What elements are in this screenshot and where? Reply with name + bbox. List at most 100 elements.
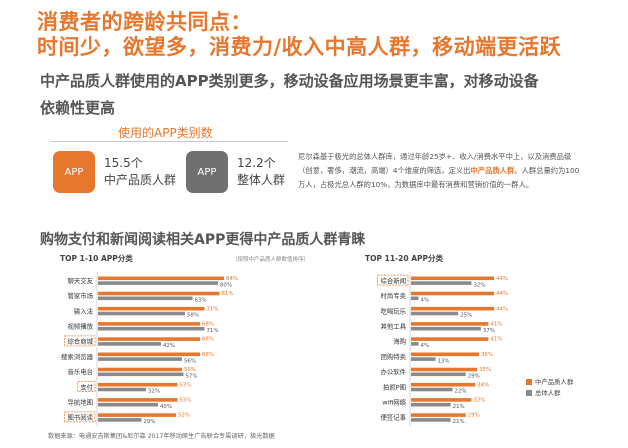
bar-mid xyxy=(98,276,224,281)
category-label: 输入法 xyxy=(74,306,94,315)
chart-title: TOP 1-10 APP分类 xyxy=(60,253,133,263)
bar-all xyxy=(98,281,218,285)
bar-all xyxy=(411,326,481,331)
value-label-mid: 52% xyxy=(178,413,190,419)
value-label-all: 42% xyxy=(163,343,175,349)
value-label-mid: 71% xyxy=(207,306,219,312)
section-title: 购物支付和新闻阅读相关APP更得中产品质人群青睐 xyxy=(40,232,366,248)
category-label: 图书阅读 xyxy=(67,413,93,422)
value-label-all: 32% xyxy=(473,282,485,288)
category-label: 搜索浏览器 xyxy=(61,352,94,361)
value-label-mid: 34% xyxy=(477,382,489,388)
value-label-all: 71% xyxy=(207,328,219,334)
bar-all xyxy=(411,296,419,301)
app-count-mid-value: 15.5个 xyxy=(104,156,143,170)
bar-all xyxy=(98,387,146,392)
category-label: 海购 xyxy=(393,337,406,346)
value-label-all: 32% xyxy=(148,389,160,395)
app-count-mid: 15.5个 中产品质人群 xyxy=(104,155,176,189)
bar-mid xyxy=(98,337,200,341)
app-count-all: 12.2个 整体人群 xyxy=(237,155,285,189)
value-label-mid: 68% xyxy=(202,322,214,328)
value-label-all: 25% xyxy=(460,313,472,319)
category-label: wifi网络 xyxy=(382,398,406,407)
bar-mid xyxy=(411,398,472,402)
value-label-mid: 53% xyxy=(180,398,192,404)
value-label-all: 13% xyxy=(438,358,450,364)
value-label-mid: 44% xyxy=(496,291,508,297)
bar-all xyxy=(411,372,466,377)
app-badge-icon: APP xyxy=(186,151,228,193)
bar-mid xyxy=(98,291,220,296)
page-title-line1: 消费者的跨龄共同点： xyxy=(37,10,252,34)
category-highlight-box xyxy=(77,381,96,392)
value-label-all: 57% xyxy=(186,374,198,380)
subtitle-line2: 依赖性更高 xyxy=(40,99,116,117)
bar-all xyxy=(411,402,451,407)
bar-all xyxy=(411,357,436,361)
bar-mid xyxy=(411,337,489,341)
value-label-mid: 81% xyxy=(222,291,234,297)
category-label: 管家市场 xyxy=(67,291,93,300)
app-count-divider xyxy=(50,141,288,142)
legend-swatch xyxy=(526,390,532,396)
category-highlight-box xyxy=(64,335,96,347)
value-label-mid: 41% xyxy=(490,337,502,343)
bar-all xyxy=(98,418,142,422)
value-label-all: 37% xyxy=(483,328,495,334)
value-label-all: 21% xyxy=(453,419,465,425)
bar-all xyxy=(411,418,451,422)
bar-all xyxy=(98,326,205,331)
category-label: 其他工具 xyxy=(380,322,406,331)
bar-all xyxy=(98,311,185,316)
app-badge-icon: APP xyxy=(53,151,95,193)
bar-mid xyxy=(98,352,200,357)
bar-mid xyxy=(98,367,182,372)
bar-all xyxy=(411,281,472,285)
app-category-charts: TOP 1-10 APP分类 （按照中产品质人群数值排序） 聊天交友 84%80% 管家… xyxy=(60,253,574,426)
category-label: 办公软件 xyxy=(380,367,406,376)
category-label: 吃喝玩乐 xyxy=(380,306,406,315)
chart-subtitle: （按照中产品质人群数值排序） xyxy=(232,255,309,263)
value-label-mid: 32% xyxy=(473,398,485,404)
bar-mid xyxy=(411,322,489,326)
value-label-mid: 36% xyxy=(481,352,493,358)
legend-label: 中产品质人群 xyxy=(535,377,574,386)
value-label-all: 22% xyxy=(455,389,467,395)
value-label-all: 29% xyxy=(144,419,156,425)
category-label: 团购特卖 xyxy=(380,352,406,361)
description-part2: 。人群总量约为100万人，占极光总人群的10%，为数据库中最有消费和营销价值的一… xyxy=(298,166,580,190)
legend-swatch xyxy=(526,379,532,385)
value-label-mid: 68% xyxy=(202,352,214,358)
bar-all xyxy=(98,357,182,361)
bar-mid xyxy=(98,322,200,326)
bar-all xyxy=(98,296,193,301)
bar-all xyxy=(98,402,158,407)
bar-all xyxy=(98,372,184,377)
value-label-all: 56% xyxy=(184,358,196,364)
bar-mid xyxy=(411,382,476,387)
value-label-mid: 84% xyxy=(226,276,238,282)
audience-description: 尼尔森基于极光的总体人群库，通过年龄25岁+、收入/消费水平中上，以及消费品级（… xyxy=(298,150,582,193)
bar-mid xyxy=(411,276,495,281)
category-label: 聊天交友 xyxy=(67,276,93,285)
bar-mid xyxy=(98,413,176,417)
category-label: 导航地图 xyxy=(67,398,93,407)
subtitle-line1: 中产品质人群使用的APP类别更多，移动设备应用场景更丰富，对移动设备 xyxy=(40,72,539,90)
value-label-all: 29% xyxy=(468,374,480,380)
app-count-all-value: 12.2个 xyxy=(237,156,276,170)
category-label: 拍照P图 xyxy=(383,382,406,391)
value-label-all: 63% xyxy=(195,298,207,304)
bar-mid xyxy=(98,382,178,387)
bar-mid xyxy=(411,367,478,372)
app-count-title: 使用的APP类别数 xyxy=(118,126,213,140)
bar-mid xyxy=(98,398,178,402)
value-label-mid: 35% xyxy=(479,367,491,373)
bar-all xyxy=(411,342,419,346)
category-highlight-box xyxy=(377,274,409,286)
bar-mid xyxy=(411,306,495,311)
page-title-line2: 时间少，欲望多，消费力/收入中高人群，移动端更活跃 xyxy=(37,35,562,59)
category-label: 支付 xyxy=(80,382,93,391)
value-label-mid: 41% xyxy=(490,322,502,328)
value-label-all: 58% xyxy=(187,313,199,319)
